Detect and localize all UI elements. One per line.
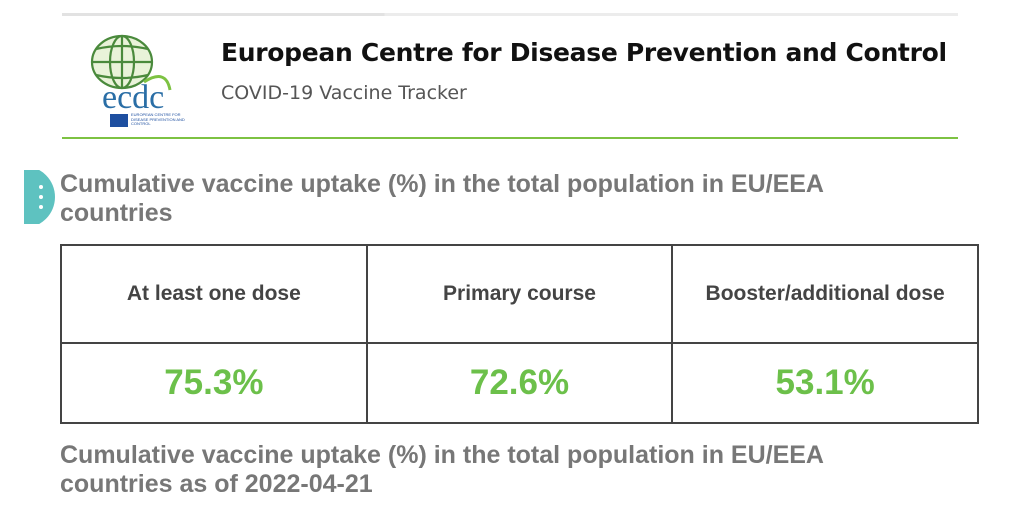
logo-text: ecdc <box>102 79 164 116</box>
top-rule <box>62 13 958 16</box>
section-title: Cumulative vaccine uptake (%) in the tot… <box>60 170 824 227</box>
section-title: Cumulative vaccine uptake (%) in the tot… <box>60 441 824 498</box>
uptake-value: 72.6% <box>365 342 674 424</box>
column-header: At least one dose <box>60 244 368 344</box>
site-title: European Centre for Disease Prevention a… <box>221 38 947 67</box>
uptake-value: 75.3% <box>60 342 368 424</box>
logo: ecdc EUROPEAN CENTRE FOR DISEASE PREVENT… <box>90 34 185 127</box>
header-rule <box>62 137 958 139</box>
uptake-value: 53.1% <box>671 342 979 424</box>
side-tab[interactable] <box>24 170 58 224</box>
column-header: Primary course <box>365 244 674 344</box>
eu-flag <box>110 114 128 127</box>
logo-caption: EUROPEAN CENTRE FOR DISEASE PREVENTION A… <box>131 113 185 126</box>
site-subtitle: COVID-19 Vaccine Tracker <box>221 82 467 104</box>
uptake-table: At least one dose Primary course Booster… <box>60 244 979 424</box>
column-header: Booster/additional dose <box>671 244 979 344</box>
